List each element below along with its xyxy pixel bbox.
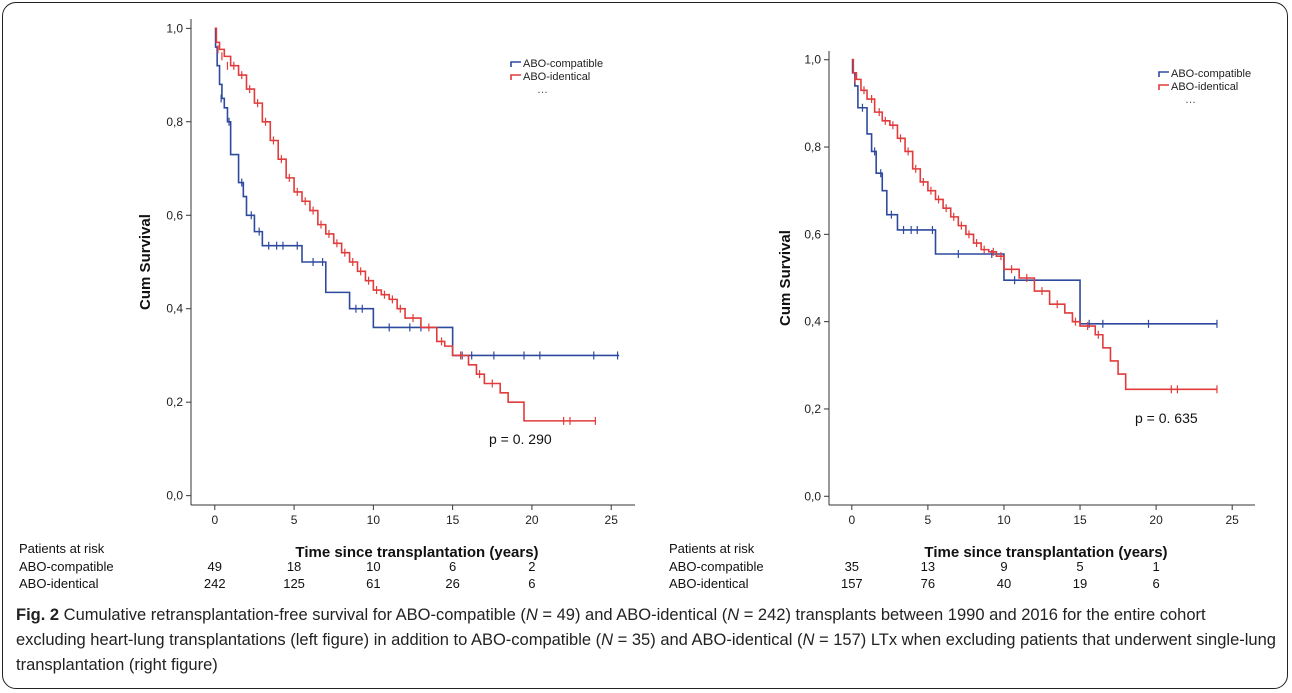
series-line-abo-compatible <box>214 27 620 357</box>
km-chart-left: 0,0 0,2 0,4 0,6 0,8 1,0 0 5 10 15 20 25 Cum Survival… <box>19 19 635 591</box>
risk-row-label: ABO-identical <box>19 576 99 591</box>
risk-count: 242 <box>204 576 226 591</box>
x-axis-label: Time since transplantation (years) <box>295 544 538 561</box>
legend-ellipsis: … <box>537 84 548 96</box>
legend-swatch <box>510 61 521 67</box>
caption-text-4: = 242) transplants between 1990 and 2016… <box>16 606 1206 649</box>
legend-label: ABO-identical <box>523 71 590 83</box>
figure-caption: Fig. 2 Cumulative retransplantation-free… <box>16 603 1278 678</box>
y-tick-label: 0,6 <box>804 227 821 241</box>
y-tick-label: 1,0 <box>166 21 183 35</box>
risk-count: 6 <box>449 559 456 574</box>
risk-count: 2 <box>528 559 535 574</box>
x-tick-label: 25 <box>1225 513 1239 527</box>
risk-count: 40 <box>997 576 1011 591</box>
y-tick-label: 0,6 <box>166 208 183 222</box>
risk-count: 9 <box>1000 559 1007 574</box>
caption-italic-n: N <box>525 606 538 624</box>
risk-count: 10 <box>366 559 380 574</box>
x-tick-label: 25 <box>605 513 619 527</box>
risk-count: 13 <box>921 559 935 574</box>
caption-text-6: = 35) and ABO-identical ( <box>613 631 803 649</box>
x-tick-label: 10 <box>997 513 1011 527</box>
risk-count: 125 <box>283 576 305 591</box>
y-tick-label: 0,8 <box>804 140 821 154</box>
x-tick-label: 10 <box>367 513 381 527</box>
risk-count: 26 <box>445 576 459 591</box>
caption-text-2: = 49) and ABO-identical ( <box>537 606 728 624</box>
x-tick-label: 0 <box>211 513 218 527</box>
y-tick-label: 0,2 <box>166 395 183 409</box>
y-axis-label: Cum Survival <box>777 230 794 326</box>
risk-count: 1 <box>1152 559 1159 574</box>
risk-count: 18 <box>287 559 301 574</box>
caption-label: Fig. 2 <box>16 606 60 624</box>
x-tick-label: 15 <box>1073 513 1087 527</box>
risk-count: 157 <box>841 576 863 591</box>
series-line-abo-identical <box>214 27 596 422</box>
legend-label: ABO-compatible <box>1171 68 1251 80</box>
legend-swatch <box>510 74 521 80</box>
y-tick-label: 0,2 <box>804 402 821 416</box>
legend-label: ABO-identical <box>1171 81 1238 93</box>
legend-swatch <box>1158 84 1169 90</box>
risk-count: 35 <box>845 559 859 574</box>
caption-text-8: = 157) LTx when excluding patients that … <box>16 631 1276 674</box>
y-tick-label: 0,4 <box>166 302 183 316</box>
p-value-annotation: p = 0. 635 <box>1135 410 1198 426</box>
x-tick-label: 20 <box>525 513 539 527</box>
p-value-annotation: p = 0. 290 <box>489 431 552 447</box>
risk-count: 6 <box>528 576 535 591</box>
risk-count: 61 <box>366 576 380 591</box>
x-axis-label: Time since transplantation (years) <box>924 544 1167 561</box>
y-tick-label: 0,4 <box>804 315 821 329</box>
x-tick-label: 5 <box>925 513 932 527</box>
y-tick-label: 0,8 <box>166 115 183 129</box>
series-line-abo-identical <box>851 58 1217 391</box>
risk-count: 6 <box>1152 576 1159 591</box>
caption-italic-n: N <box>601 631 614 649</box>
x-tick-label: 20 <box>1149 513 1163 527</box>
y-tick-label: 0,0 <box>804 489 821 503</box>
caption-italic-n: N <box>802 631 815 649</box>
legend-ellipsis: … <box>1185 94 1196 106</box>
risk-row-label: ABO-compatible <box>19 559 114 574</box>
legend-swatch <box>1158 71 1169 77</box>
risk-count: 19 <box>1073 576 1087 591</box>
caption-text-0: Cumulative retransplantation-free surviv… <box>59 606 526 624</box>
y-tick-label: 1,0 <box>804 53 821 67</box>
risk-count: 49 <box>208 559 222 574</box>
x-tick-label: 0 <box>848 513 855 527</box>
caption-italic-n: N <box>727 606 740 624</box>
risk-row-label: ABO-compatible <box>669 559 764 574</box>
series-line-abo-compatible <box>851 58 1217 325</box>
y-tick-label: 0,0 <box>166 489 183 503</box>
risk-count: 5 <box>1076 559 1083 574</box>
x-tick-label: 5 <box>291 513 298 527</box>
x-tick-label: 15 <box>446 513 460 527</box>
legend-label: ABO-compatible <box>523 58 603 70</box>
risk-row-label: ABO-identical <box>669 576 749 591</box>
risk-table-header: Patients at risk <box>669 541 755 556</box>
risk-count: 76 <box>921 576 935 591</box>
y-axis-label: Cum Survival <box>137 214 154 310</box>
risk-table-header: Patients at risk <box>19 541 105 556</box>
